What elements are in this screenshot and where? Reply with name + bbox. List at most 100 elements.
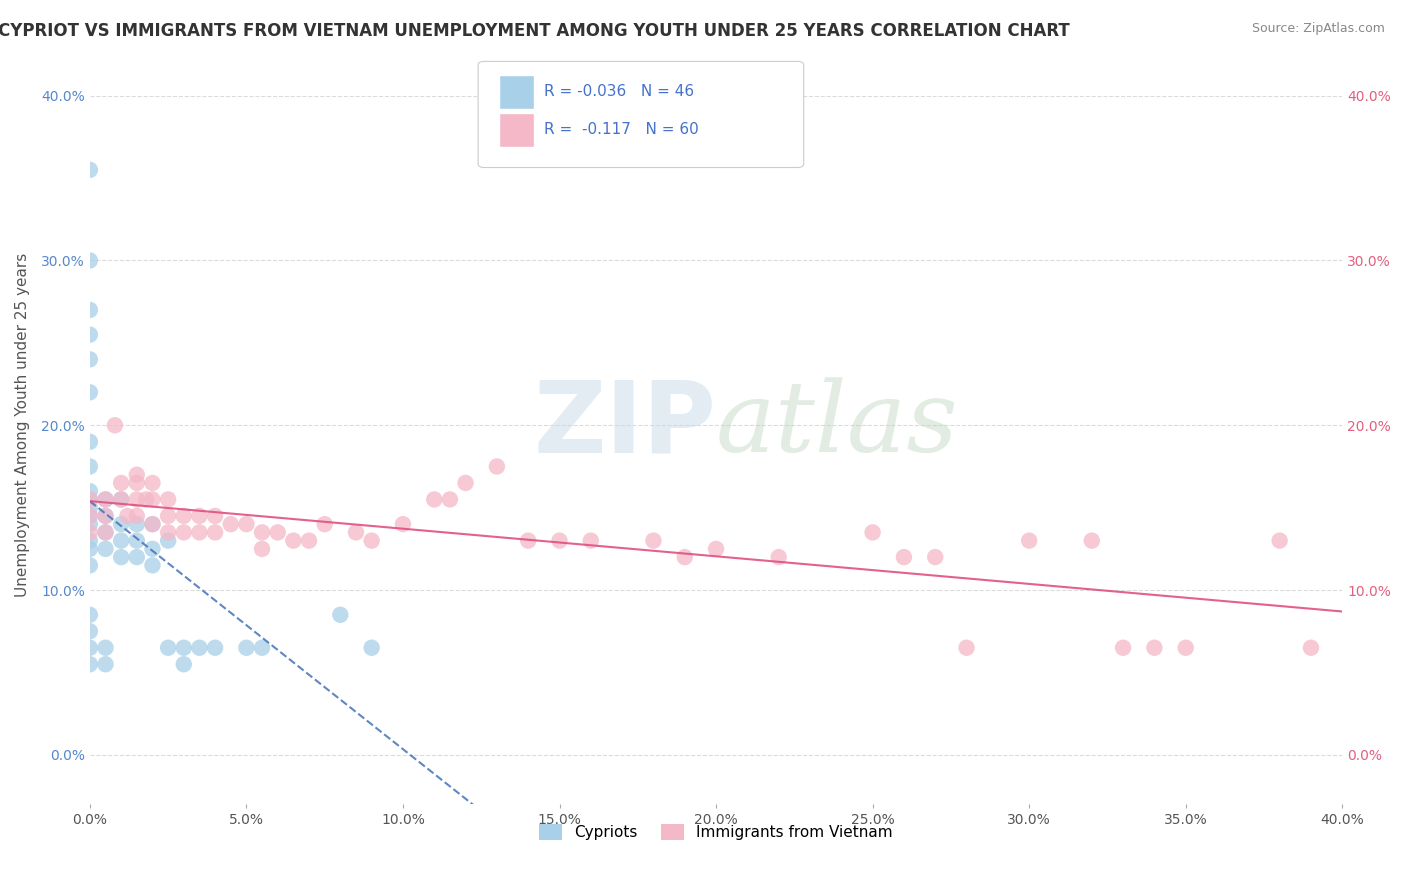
Text: R =  -0.117   N = 60: R = -0.117 N = 60 xyxy=(544,122,699,137)
Point xyxy=(141,558,163,573)
Point xyxy=(955,640,977,655)
Point xyxy=(250,525,273,540)
Point xyxy=(673,550,696,565)
FancyBboxPatch shape xyxy=(499,75,534,109)
Point xyxy=(360,640,382,655)
Point xyxy=(893,550,915,565)
Point xyxy=(173,640,195,655)
Point xyxy=(79,500,101,515)
Point xyxy=(125,550,148,565)
Point xyxy=(79,525,101,540)
Point xyxy=(94,640,117,655)
Point xyxy=(439,492,461,507)
Point xyxy=(79,492,101,507)
Point xyxy=(79,459,101,474)
Point xyxy=(643,533,665,548)
Point xyxy=(548,533,571,548)
Point xyxy=(485,459,508,474)
Point xyxy=(79,253,101,268)
Point xyxy=(79,558,101,573)
Point xyxy=(314,517,336,532)
Legend: Cypriots, Immigrants from Vietnam: Cypriots, Immigrants from Vietnam xyxy=(533,818,898,846)
Point xyxy=(768,550,790,565)
Point xyxy=(423,492,446,507)
Text: ZIP: ZIP xyxy=(533,376,716,474)
Text: R = -0.036   N = 46: R = -0.036 N = 46 xyxy=(544,84,695,99)
Point xyxy=(79,508,101,523)
Text: atlas: atlas xyxy=(716,377,959,473)
Text: Source: ZipAtlas.com: Source: ZipAtlas.com xyxy=(1251,22,1385,36)
Point xyxy=(94,492,117,507)
Point xyxy=(141,517,163,532)
Point xyxy=(924,550,946,565)
Point xyxy=(235,517,257,532)
Point xyxy=(141,541,163,556)
Point xyxy=(862,525,884,540)
Point xyxy=(110,533,132,548)
Point xyxy=(79,624,101,639)
Point xyxy=(79,302,101,317)
Point xyxy=(125,508,148,523)
Point xyxy=(235,640,257,655)
Point xyxy=(1112,640,1135,655)
Point xyxy=(141,517,163,532)
Point xyxy=(204,508,226,523)
Point xyxy=(110,492,132,507)
Point xyxy=(110,475,132,490)
Point xyxy=(173,525,195,540)
Point xyxy=(94,657,117,672)
Point xyxy=(579,533,602,548)
Point xyxy=(188,508,211,523)
Point xyxy=(79,607,101,622)
Point xyxy=(250,541,273,556)
Point xyxy=(1018,533,1040,548)
Point xyxy=(79,434,101,449)
Point xyxy=(110,550,132,565)
Point xyxy=(110,517,132,532)
Point xyxy=(188,525,211,540)
Point xyxy=(79,541,101,556)
Point xyxy=(79,508,101,523)
Point xyxy=(79,657,101,672)
Point xyxy=(454,475,477,490)
Point xyxy=(157,492,180,507)
Point xyxy=(79,162,101,177)
Point xyxy=(79,385,101,400)
FancyBboxPatch shape xyxy=(478,62,804,168)
Point xyxy=(1299,640,1322,655)
Point xyxy=(517,533,540,548)
Point xyxy=(94,525,117,540)
Point xyxy=(125,533,148,548)
Point xyxy=(94,492,117,507)
Point xyxy=(104,418,127,433)
FancyBboxPatch shape xyxy=(499,112,534,146)
Point xyxy=(392,517,415,532)
Point xyxy=(117,508,139,523)
Point xyxy=(157,525,180,540)
Point xyxy=(250,640,273,655)
Point xyxy=(173,657,195,672)
Point xyxy=(110,492,132,507)
Point xyxy=(125,492,148,507)
Point xyxy=(79,327,101,342)
Point xyxy=(125,467,148,482)
Point xyxy=(298,533,321,548)
Point xyxy=(157,640,180,655)
Point xyxy=(79,517,101,532)
Point xyxy=(1268,533,1291,548)
Point xyxy=(204,640,226,655)
Point xyxy=(283,533,305,548)
Point xyxy=(125,517,148,532)
Point xyxy=(1174,640,1197,655)
Point xyxy=(125,475,148,490)
Point xyxy=(173,508,195,523)
Point xyxy=(157,508,180,523)
Point xyxy=(94,508,117,523)
Point xyxy=(188,640,211,655)
Point xyxy=(344,525,367,540)
Point xyxy=(1081,533,1104,548)
Point xyxy=(79,484,101,499)
Point xyxy=(94,541,117,556)
Point xyxy=(1143,640,1166,655)
Point xyxy=(141,475,163,490)
